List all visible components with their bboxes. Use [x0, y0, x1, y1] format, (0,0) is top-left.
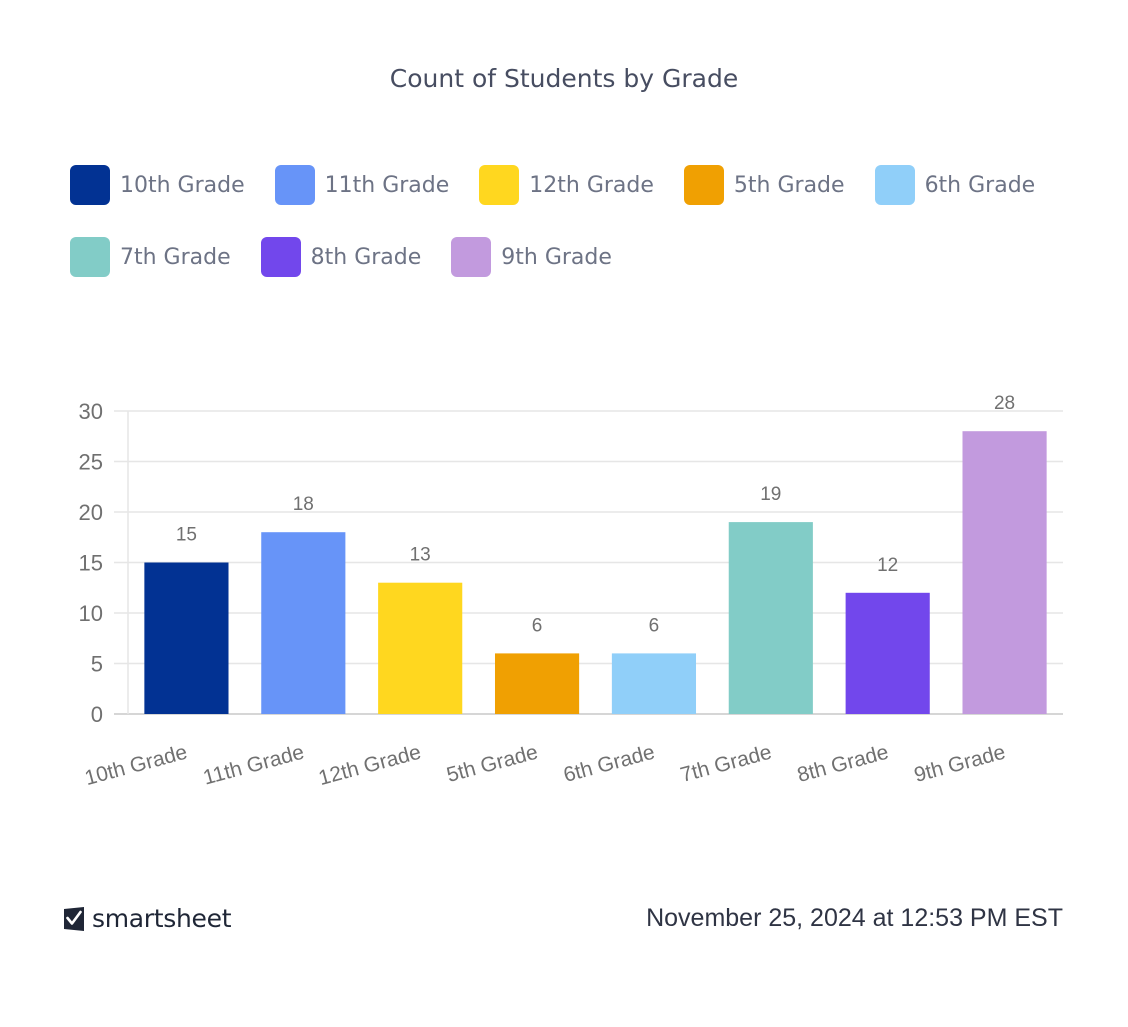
y-tick-label: 25 [79, 450, 103, 475]
bar [728, 522, 813, 714]
legend-label: 11th Grade [324, 172, 450, 198]
data-label: 6 [649, 615, 660, 636]
legend-item-5th-grade[interactable]: 5th Grade [683, 165, 845, 205]
brand-name: smartsheet [92, 904, 232, 933]
legend-label: 5th Grade [733, 172, 845, 198]
legend-swatch [70, 165, 110, 205]
y-tick-label: 0 [91, 702, 103, 727]
legend-label: 7th Grade [120, 244, 231, 270]
bar [261, 532, 346, 714]
legend-swatch [683, 165, 724, 205]
legend-item-6th-grade[interactable]: 6th Grade [874, 165, 1036, 205]
data-label: 28 [994, 393, 1015, 414]
legend-swatch [451, 237, 492, 277]
data-label: 6 [532, 615, 543, 636]
data-label: 13 [410, 545, 431, 566]
data-label: 18 [293, 494, 314, 515]
bar [962, 431, 1047, 714]
x-tick-label: 12th Grade [316, 741, 423, 790]
x-tick-label: 5th Grade [444, 741, 540, 787]
y-tick-label: 20 [79, 500, 103, 525]
legend-label: 10th Grade [120, 172, 245, 198]
x-tick-label: 10th Grade [82, 741, 189, 790]
legend-label: 8th Grade [310, 244, 422, 270]
x-tick-label: 11th Grade [201, 741, 307, 790]
legend-row: 10th Grade 11th Grade 12th Grade 5th Gra… [70, 163, 1100, 207]
data-label: 15 [176, 525, 197, 546]
legend-swatch [70, 237, 110, 277]
legend-label: 12th Grade [529, 172, 654, 198]
legend-item-11th-grade[interactable]: 11th Grade [274, 165, 450, 205]
legend-item-10th-grade[interactable]: 10th Grade [70, 165, 245, 205]
bar [378, 582, 463, 714]
legend-item-8th-grade[interactable]: 8th Grade [260, 237, 422, 277]
bar [144, 562, 229, 714]
bar-chart: 0 5 10 15 20 25 30 15 10th Grade 18 11th Grade 13 12… [79, 393, 1063, 790]
bar [845, 592, 930, 714]
x-tick-label: 9th Grade [912, 741, 1008, 787]
legend-swatch [874, 165, 915, 205]
bar [494, 653, 580, 714]
x-tick-label: 7th Grade [678, 741, 774, 787]
data-label: 12 [877, 555, 898, 576]
y-tick-label: 5 [91, 652, 103, 677]
legend-item-9th-grade[interactable]: 9th Grade [451, 237, 612, 277]
legend-swatch [479, 165, 520, 205]
legend-label: 6th Grade [924, 172, 1036, 198]
legend-label: 9th Grade [501, 244, 612, 270]
x-tick-label: 6th Grade [561, 741, 657, 787]
report-timestamp: November 25, 2024 at 12:53 PM EST [646, 904, 1063, 932]
y-tick-label: 30 [79, 399, 103, 424]
smartsheet-checkmark-icon [64, 906, 84, 931]
legend-swatch [260, 237, 301, 277]
legend-item-12th-grade[interactable]: 12th Grade [479, 165, 654, 205]
legend-swatch [274, 165, 315, 205]
legend-item-7th-grade[interactable]: 7th Grade [70, 237, 231, 277]
x-tick-label: 8th Grade [795, 741, 891, 787]
data-label: 19 [760, 484, 781, 505]
y-tick-label: 10 [79, 601, 103, 626]
legend-row: 7th Grade 8th Grade 9th Grade [70, 235, 1100, 279]
y-tick-label: 15 [79, 551, 103, 576]
bar [611, 653, 697, 714]
chart-title: Count of Students by Grade [389, 64, 739, 93]
chart-legend: 10th Grade 11th Grade 12th Grade 5th Gra… [70, 163, 1100, 307]
brand-logo: smartsheet [64, 904, 232, 933]
